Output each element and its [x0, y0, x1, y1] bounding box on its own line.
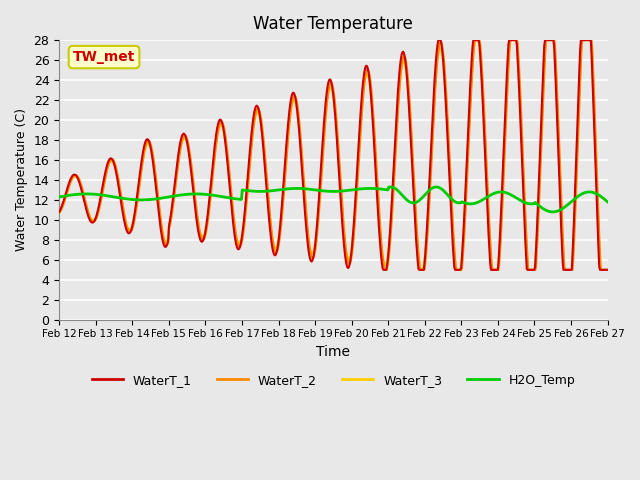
Text: TW_met: TW_met	[73, 50, 135, 64]
X-axis label: Time: Time	[316, 345, 350, 359]
Y-axis label: Water Temperature (C): Water Temperature (C)	[15, 108, 28, 252]
Legend: WaterT_1, WaterT_2, WaterT_3, H2O_Temp: WaterT_1, WaterT_2, WaterT_3, H2O_Temp	[86, 369, 580, 392]
Title: Water Temperature: Water Temperature	[253, 15, 413, 33]
